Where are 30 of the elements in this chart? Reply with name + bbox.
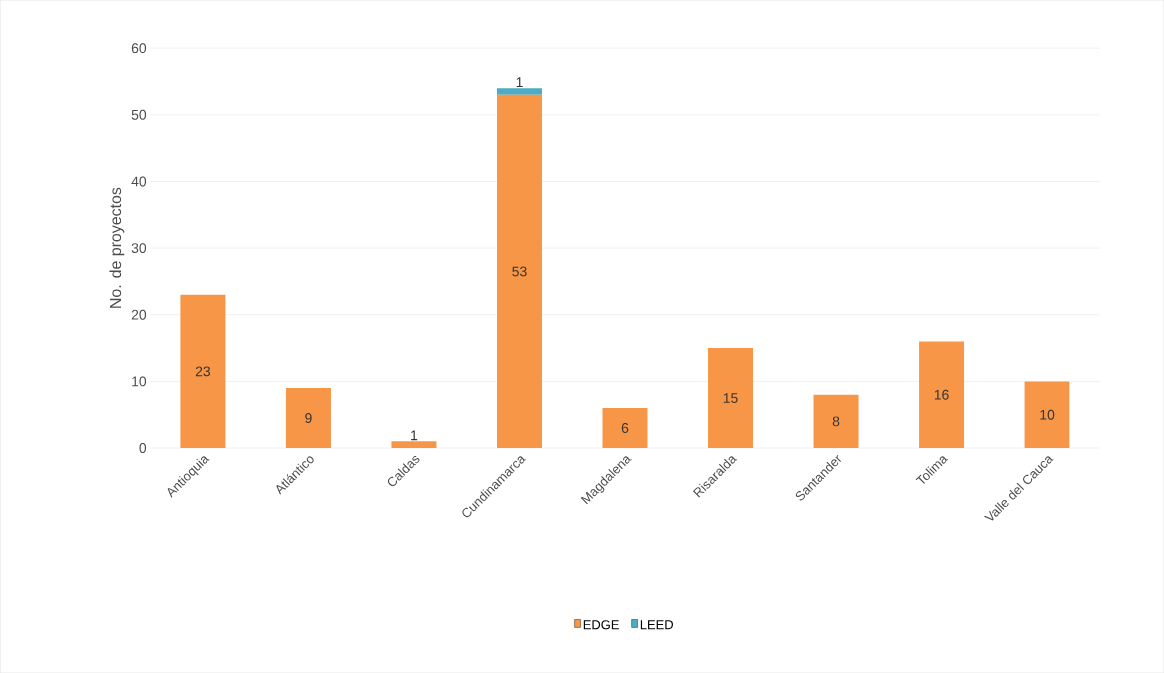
data-label: 8 [832,416,840,427]
legend-label: EDGE [583,620,619,630]
data-label: 6 [621,423,629,433]
legend-label: LEED [640,620,673,630]
y-tick-label: 20 [131,309,147,320]
y-tick-label: 40 [131,176,147,187]
data-label: 16 [934,389,949,400]
y-tick-label: 10 [132,376,147,387]
data-label: 9 [305,413,312,423]
data-label: 23 [195,366,211,377]
bar [180,294,226,448]
bar [602,407,648,448]
bar [391,441,437,448]
bar [496,94,542,448]
y-tick-label: 50 [131,109,147,120]
data-label: 15 [723,393,738,403]
bar [708,347,754,448]
y-tick-label: 0 [139,443,147,453]
bar [1024,381,1070,448]
data-label: 53 [512,266,527,277]
bar [285,387,331,448]
bar [813,394,859,448]
y-tick-label: 30 [131,243,147,253]
data-label: 1 [516,77,523,87]
bar [919,341,965,448]
bar [496,88,542,95]
data-label: 10 [1040,409,1055,420]
y-axis-title: No. de proyectos [109,187,125,308]
y-tick-label: 60 [131,43,147,54]
data-label: 1 [411,430,418,441]
